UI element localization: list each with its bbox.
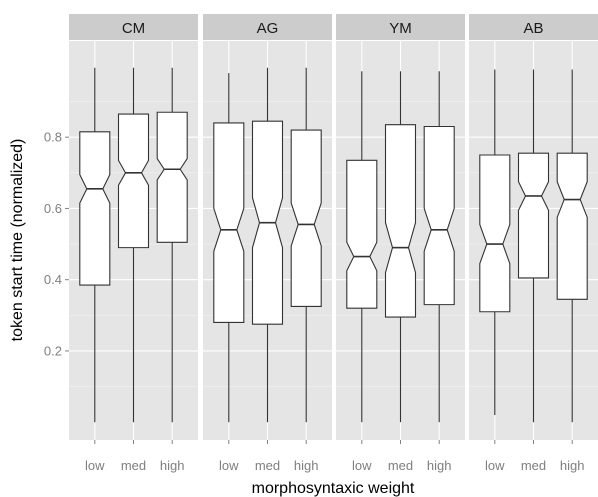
x-tick-label: med — [521, 458, 546, 473]
facet-strip — [69, 14, 198, 40]
y-tick-label: 0.2 — [44, 343, 62, 358]
notched-box — [423, 125, 455, 306]
facet-strip — [203, 14, 332, 40]
facet-strip — [469, 14, 598, 40]
notched-box — [79, 131, 111, 286]
x-tick-label: med — [388, 458, 413, 473]
facet-panel-cm: CM low med high — [69, 14, 198, 473]
x-tick-label: low — [85, 458, 105, 473]
facet-panel-ag: AG low med high — [203, 14, 332, 473]
x-tick-label: med — [255, 458, 280, 473]
facet-panel-ab: AB low med high — [469, 14, 598, 473]
notched-box — [290, 129, 322, 307]
box-cm-high — [156, 67, 188, 423]
y-axis-title: token start time (normalized) — [9, 139, 26, 342]
box-ym-med — [384, 71, 417, 423]
box-ag-high — [290, 67, 322, 423]
x-tick-label: low — [485, 458, 505, 473]
notched-box — [346, 159, 378, 309]
y-axis: 0.2 0.4 0.6 0.8 — [44, 130, 69, 358]
facet-panel-ym: YM low med high — [336, 14, 465, 473]
x-tick-label: med — [121, 458, 146, 473]
notched-box — [479, 154, 511, 313]
box-cm-low — [79, 67, 111, 423]
facet-strip-label: AB — [523, 20, 543, 37]
box-ag-low — [213, 73, 245, 423]
box-cm-med — [117, 67, 150, 423]
y-tick-label: 0.6 — [44, 201, 62, 216]
facet-strip-label: CM — [122, 20, 145, 37]
x-tick-label: high — [560, 458, 585, 473]
x-axis-title: morphosyntaxic weight — [252, 480, 415, 497]
notched-box — [384, 124, 417, 318]
box-ym-high — [423, 71, 455, 423]
notched-box — [156, 111, 188, 243]
x-tick-label: high — [160, 458, 185, 473]
box-ab-med — [517, 69, 550, 423]
x-tick-label: high — [294, 458, 319, 473]
notched-box — [213, 122, 245, 323]
y-tick-label: 0.8 — [44, 130, 62, 145]
notched-box — [517, 152, 550, 279]
y-tick-label: 0.4 — [44, 272, 62, 287]
facet-strip — [336, 14, 465, 40]
x-tick-label: low — [219, 458, 239, 473]
notched-box — [556, 152, 588, 300]
box-ag-med — [251, 67, 284, 423]
box-ym-low — [346, 71, 378, 423]
box-ab-low — [479, 69, 511, 416]
x-tick-label: high — [427, 458, 452, 473]
box-ab-high — [556, 69, 588, 423]
facet-strip-label: YM — [389, 20, 412, 37]
x-tick-label: low — [352, 458, 372, 473]
facet-strip-label: AG — [257, 20, 279, 37]
notched-box — [117, 113, 150, 249]
